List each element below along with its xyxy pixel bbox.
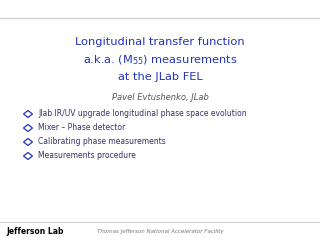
- Text: at the JLab FEL: at the JLab FEL: [118, 72, 202, 82]
- Text: Jefferson Lab: Jefferson Lab: [6, 227, 63, 235]
- Text: Jlab IR/UV upgrade longitudinal phase space evolution: Jlab IR/UV upgrade longitudinal phase sp…: [38, 109, 247, 119]
- Text: Measurements procedure: Measurements procedure: [38, 151, 136, 161]
- Text: Longitudinal transfer function: Longitudinal transfer function: [75, 37, 245, 47]
- Text: Calibrating phase measurements: Calibrating phase measurements: [38, 138, 166, 146]
- Text: a.k.a. (M$_{55}$) measurements: a.k.a. (M$_{55}$) measurements: [83, 53, 237, 67]
- Text: Mixer – Phase detector: Mixer – Phase detector: [38, 124, 125, 132]
- Text: Pavel Evtushenko, JLab: Pavel Evtushenko, JLab: [112, 92, 208, 102]
- Text: Thomas Jefferson National Accelerator Facility: Thomas Jefferson National Accelerator Fa…: [97, 228, 223, 234]
